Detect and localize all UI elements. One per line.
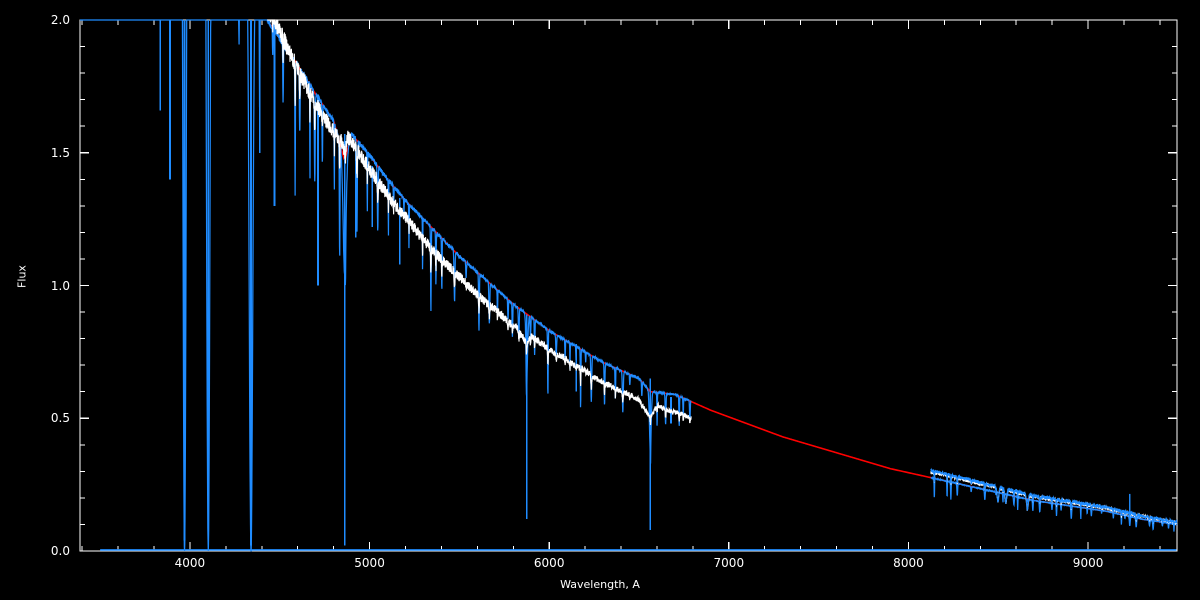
x-tick-label: 8000 bbox=[893, 556, 924, 570]
x-tick-label: 7000 bbox=[713, 556, 745, 570]
y-tick-label: 0.5 bbox=[50, 411, 70, 426]
axis-frame-box-final bbox=[79, 19, 1178, 552]
x-axis-label: Wavelength, A bbox=[560, 578, 640, 591]
axis-frame-box-overlay bbox=[79, 19, 1178, 552]
x-tick-label: 9000 bbox=[1072, 556, 1104, 570]
y-tick-label: 2.0 bbox=[50, 13, 70, 27]
top-clip-mask bbox=[0, 0, 1200, 20]
model-spectrum-line bbox=[930, 475, 1178, 532]
axis-frame-box bbox=[79, 19, 1178, 552]
bottom-clip-mask bbox=[0, 552, 1200, 600]
y-axis-label: Flux bbox=[15, 265, 29, 288]
right-clip-mask bbox=[1178, 0, 1200, 600]
x-tick-label: 4000 bbox=[174, 556, 206, 570]
x-tick-label: 5000 bbox=[354, 556, 385, 570]
x-tick-label: 6000 bbox=[533, 556, 565, 570]
y-tick-label: 1.5 bbox=[50, 145, 70, 160]
model-spectrum-ir-line bbox=[930, 467, 1178, 526]
data-series-layer bbox=[80, 19, 1178, 552]
observed-spectrum-line bbox=[267, 19, 692, 426]
model-spectrum-line bbox=[80, 19, 692, 552]
y-tick-label: 1.0 bbox=[50, 278, 70, 293]
continuum-fit-line bbox=[266, 19, 1178, 526]
y-tick-label: 0.0 bbox=[50, 544, 70, 558]
left-clip-mask bbox=[0, 0, 80, 600]
